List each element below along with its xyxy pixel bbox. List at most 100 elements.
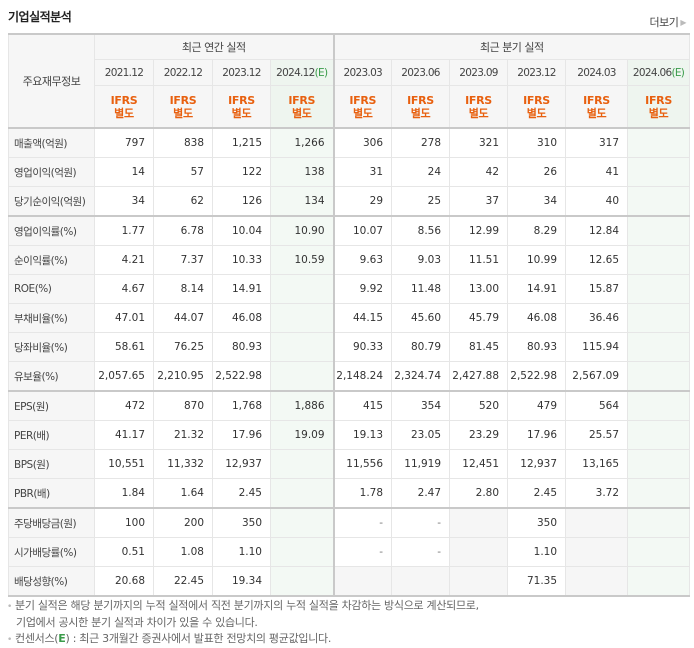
period-header: 2023.06: [391, 59, 451, 86]
row-label: 당좌비율(%): [8, 332, 95, 362]
row-label: 순이익률(%): [8, 245, 95, 275]
value-cell: 10.59: [269, 245, 335, 275]
separate-label: 별도: [468, 106, 489, 120]
separate-label: 별도: [352, 106, 373, 120]
value-cell: 45.60: [391, 303, 451, 333]
value-cell: [269, 303, 335, 333]
value-cell: 40: [565, 186, 629, 217]
row-label: BPS(원): [8, 449, 95, 479]
value-cell: 9.92: [332, 274, 393, 304]
footnote-quarterly: • 분기 실적은 해당 분기까지의 누적 실적에서 직전 분기까지의 누적 실적을…: [7, 599, 479, 612]
accounting-standard-link[interactable]: IFRS 별도: [153, 85, 213, 129]
value-cell: 12.99: [449, 215, 509, 246]
value-cell: 14.91: [212, 274, 271, 304]
value-cell: 7.37: [153, 245, 213, 275]
period-header: 2022.12: [153, 59, 213, 86]
value-cell: 122: [212, 157, 271, 187]
separate-label: 별도: [291, 106, 312, 120]
value-cell: 1.77: [94, 215, 154, 246]
value-cell: 1,215: [212, 127, 271, 158]
accounting-standard-link[interactable]: IFRS 별도: [94, 85, 154, 129]
value-cell: 22.45: [153, 566, 213, 597]
value-cell: 34: [94, 186, 154, 217]
value-cell: 321: [449, 127, 509, 158]
value-cell: [449, 566, 509, 597]
value-cell: 37: [449, 186, 509, 217]
value-cell: 80.93: [212, 332, 271, 362]
table-row: 영업이익률(%) 1.77 6.78 10.04 10.90 10.07 8.56 12.99…: [8, 215, 691, 246]
value-cell: 2,210.95: [153, 361, 213, 392]
ifrs-label: IFRS: [523, 93, 550, 107]
value-cell: 13,165: [565, 449, 629, 479]
accounting-standard-link[interactable]: IFRS 별도: [507, 85, 567, 129]
ifrs-label: IFRS: [169, 93, 197, 107]
estimate-mark: E: [58, 632, 66, 645]
table-row: ROE(%) 4.67 8.14 14.91 9.92 11.48 13.00 14.91 15…: [8, 274, 691, 304]
value-cell: 126: [212, 186, 271, 217]
value-cell: 2,427.88: [449, 361, 509, 392]
value-cell: 10.99: [507, 245, 567, 275]
period-header: 2023.12: [507, 59, 567, 86]
period-label: 2024.03: [577, 66, 616, 79]
row-label: 영업이익(억원): [8, 157, 95, 187]
period-label: 2024.06: [632, 66, 672, 79]
ifrs-label: IFRS: [288, 93, 316, 107]
table-row: 당기순이익(억원) 34 62 126 134 29 25 37 34 40: [8, 186, 691, 217]
ifrs-label: IFRS: [110, 93, 138, 107]
value-cell: 11,332: [153, 449, 213, 479]
value-cell: 34: [507, 186, 567, 217]
financial-summary-table: 주요재무정보 최근 연간 실적 최근 분기 실적 2021.12 2022.12 2023…: [8, 33, 691, 597]
footnotes: • 분기 실적은 해당 분기까지의 누적 실적에서 직전 분기까지의 누적 실적을…: [7, 598, 479, 648]
value-cell: 8.14: [153, 274, 213, 304]
value-cell: 472: [94, 390, 154, 421]
accounting-standard-link[interactable]: IFRS 별도: [391, 85, 451, 129]
value-cell: 354: [391, 390, 451, 421]
value-cell: [627, 332, 691, 362]
accounting-standard-link[interactable]: IFRS 별도: [212, 85, 271, 129]
value-cell: 62: [153, 186, 213, 217]
separate-label: 별도: [231, 106, 252, 120]
row-label: 시가배당률(%): [8, 537, 95, 567]
accounting-standard-link[interactable]: IFRS 별도: [627, 85, 691, 129]
value-cell: 4.21: [94, 245, 154, 275]
accounting-standard-link[interactable]: IFRS 별도: [332, 85, 393, 129]
value-cell: 306: [332, 127, 393, 158]
value-cell: 564: [565, 390, 629, 421]
value-cell: 350: [212, 507, 271, 538]
row-label: 매출액(억원): [8, 127, 95, 158]
separate-label: 별도: [410, 106, 431, 120]
period-header-row: 2021.12 2022.12 2023.12 2024.12(E) 2023.03 20…: [9, 59, 691, 86]
value-cell: [627, 127, 691, 158]
triangle-right-icon: ▶: [680, 18, 686, 27]
footnote-consensus: • 컨센서스(E) : 최근 3개월간 증권사에서 발표한 전망치의 평균값입니다…: [7, 632, 332, 645]
group-header-row: 주요재무정보 최근 연간 실적 최근 분기 실적: [8, 33, 691, 129]
more-label: 더보기: [649, 16, 679, 29]
value-cell: 17.96: [507, 420, 567, 450]
value-cell: [565, 507, 629, 538]
value-cell: [627, 478, 691, 509]
value-cell: 310: [507, 127, 567, 158]
value-cell: 31: [332, 157, 393, 187]
accounting-standard-link[interactable]: IFRS 별도: [449, 85, 509, 129]
value-cell: 36.46: [565, 303, 629, 333]
value-cell: 12,451: [449, 449, 509, 479]
value-cell: 200: [153, 507, 213, 538]
value-cell: [627, 537, 691, 567]
more-link[interactable]: 더보기 ▶: [649, 14, 686, 30]
accounting-standard-link[interactable]: IFRS 별도: [565, 85, 629, 129]
value-cell: 12,937: [212, 449, 271, 479]
value-cell: 1.84: [94, 478, 154, 509]
accounting-standard-link[interactable]: IFRS 별도: [269, 85, 335, 129]
value-cell: 2.45: [507, 478, 567, 509]
table-row: 배당성향(%) 20.68 22.45 19.34 71.35: [8, 566, 691, 597]
value-cell: 6.78: [153, 215, 213, 246]
value-cell: 2.47: [391, 478, 451, 509]
value-cell: 10.33: [212, 245, 271, 275]
value-cell: 520: [449, 390, 509, 421]
period-label: 2023.03: [343, 66, 383, 79]
value-cell: -: [332, 537, 393, 567]
value-cell: 26: [507, 157, 567, 187]
period-label: 2023.06: [401, 66, 440, 79]
period-header: 2021.12: [94, 59, 154, 86]
value-cell: [565, 566, 629, 597]
